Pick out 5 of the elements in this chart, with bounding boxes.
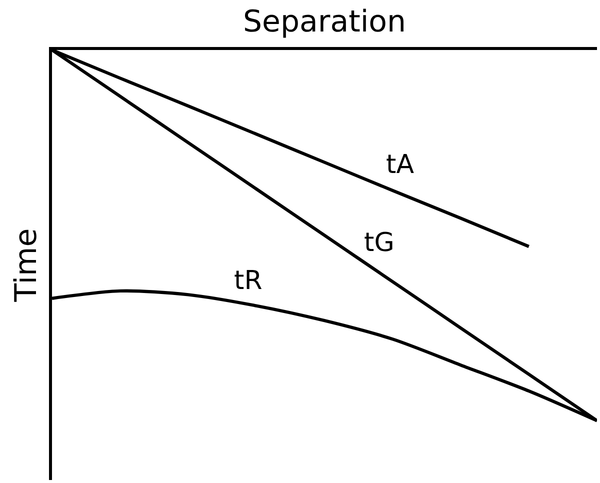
series-label: tA — [386, 150, 414, 180]
series-label: tG — [364, 228, 394, 258]
series-label: tR — [234, 266, 262, 296]
x-axis-title: Separation — [242, 4, 406, 40]
y-axis-title: Time — [8, 228, 44, 303]
